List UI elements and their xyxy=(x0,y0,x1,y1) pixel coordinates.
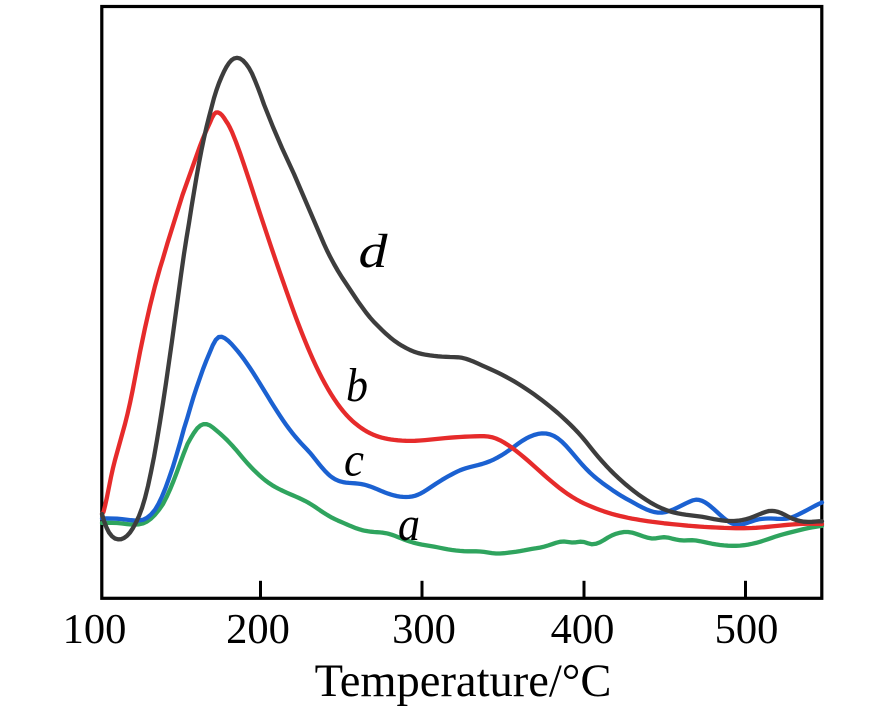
svg-text:300: 300 xyxy=(392,606,456,653)
svg-text:200: 200 xyxy=(226,606,290,653)
svg-text:500: 500 xyxy=(715,606,779,653)
svg-text:400: 400 xyxy=(551,606,615,653)
svg-text:c: c xyxy=(344,434,364,487)
svg-text:d: d xyxy=(359,225,389,278)
svg-text:100: 100 xyxy=(63,606,127,653)
svg-text:Temperature/°C: Temperature/°C xyxy=(315,656,612,707)
svg-text:a: a xyxy=(398,498,420,551)
svg-text:b: b xyxy=(346,359,368,412)
